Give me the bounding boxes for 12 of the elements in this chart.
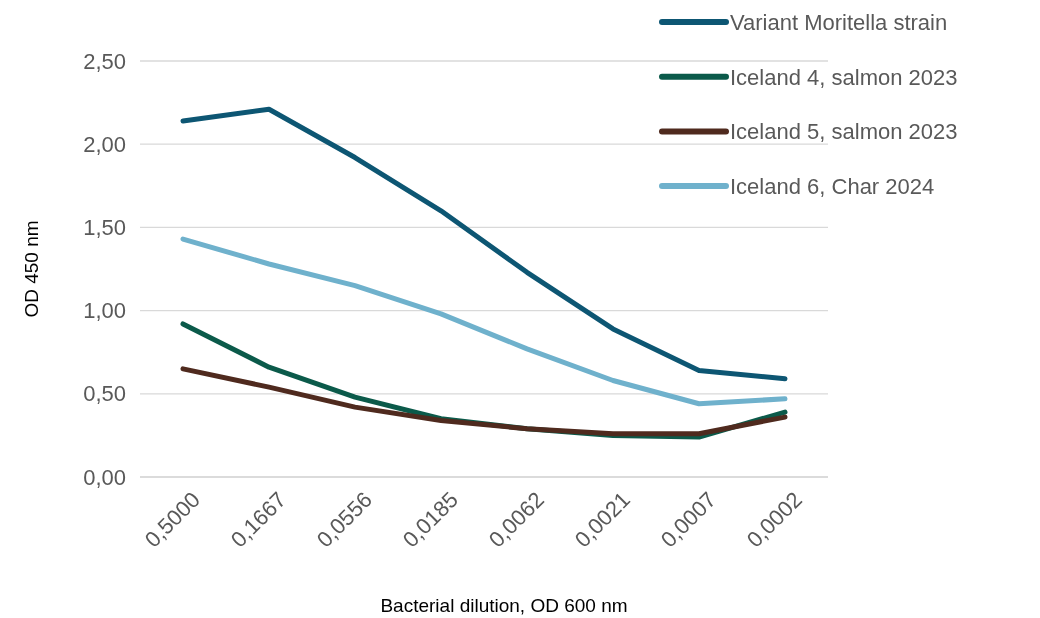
legend-label: Variant Moritella strain [730,10,948,35]
y-tick-label: 0,00 [83,464,126,490]
y-axis-title: OD 450 nm [21,220,42,318]
y-tick-label: 2,50 [83,48,126,74]
y-tick-label: 0,50 [83,381,126,407]
legend-label: Iceland 6, Char 2024 [730,174,935,200]
legend-label: Iceland 4, salmon 2023 [730,64,958,90]
y-tick-label: 2,00 [83,131,126,157]
y-tick-label: 1,00 [83,298,126,324]
x-axis-title: Bacterial dilution, OD 600 nm [380,595,628,616]
legend-label: Iceland 5, salmon 2023 [730,119,958,145]
y-tick-label: 1,50 [83,214,126,240]
